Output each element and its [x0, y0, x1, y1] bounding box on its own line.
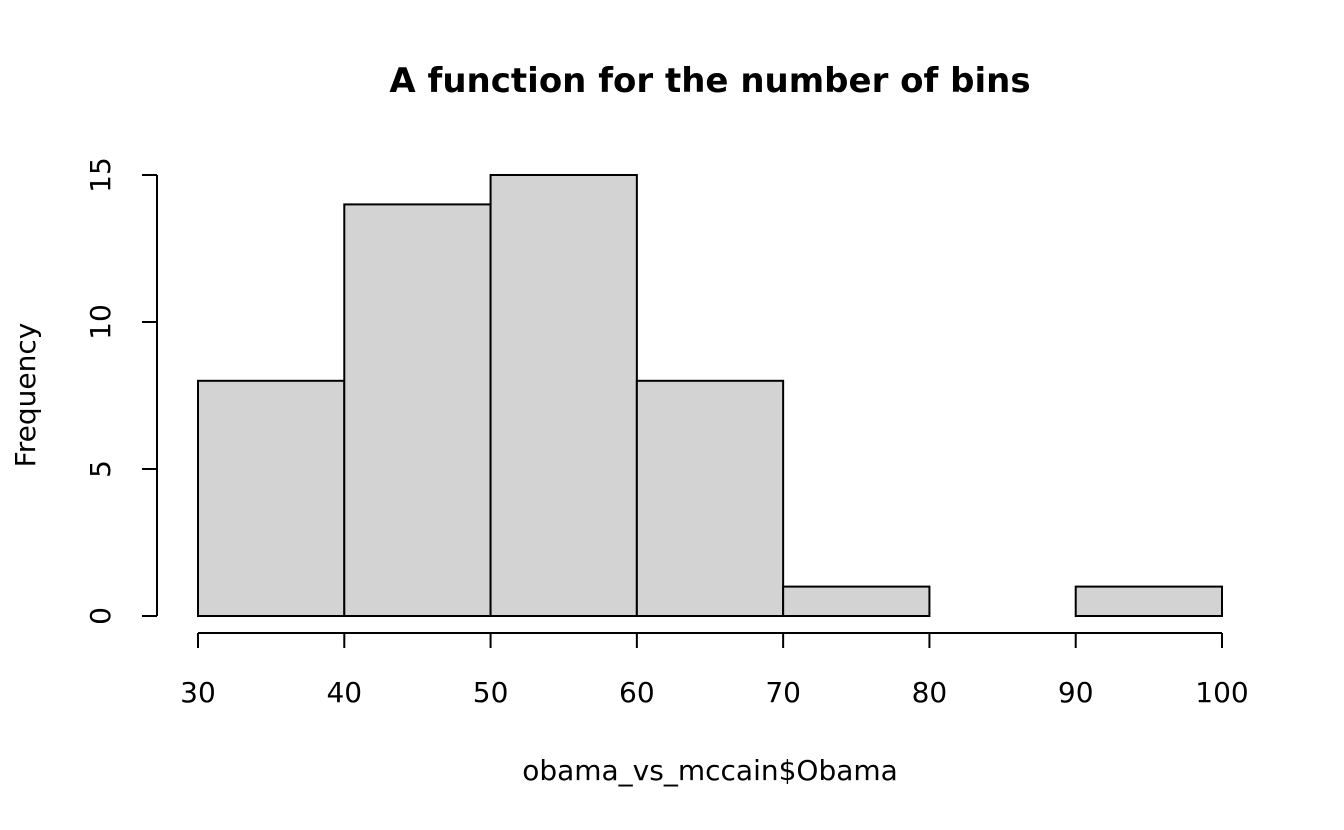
y-axis-label: Frequency [9, 323, 42, 468]
x-tick-label: 80 [912, 676, 948, 709]
bar [635, 379, 785, 617]
x-tick-label: 60 [619, 676, 655, 709]
x-tick-label: 90 [1058, 676, 1094, 709]
bar [343, 203, 492, 617]
x-tick-label: 50 [473, 676, 509, 709]
chart-title: A function for the number of bins [389, 61, 1030, 101]
x-axis-label: obama_vs_mccain$Obama [522, 754, 898, 787]
bar [782, 585, 931, 617]
x-tick-label: 30 [180, 676, 216, 709]
bar [1074, 585, 1223, 617]
y-tick-label: 0 [84, 607, 117, 625]
x-tick-label: 100 [1195, 676, 1248, 709]
bar [489, 174, 638, 617]
y-tick-label: 10 [84, 304, 117, 340]
bar [197, 379, 346, 617]
y-tick-label: 5 [84, 460, 117, 478]
x-tick-label: 70 [765, 676, 801, 709]
x-tick-label: 40 [326, 676, 362, 709]
y-tick-label: 15 [84, 157, 117, 193]
